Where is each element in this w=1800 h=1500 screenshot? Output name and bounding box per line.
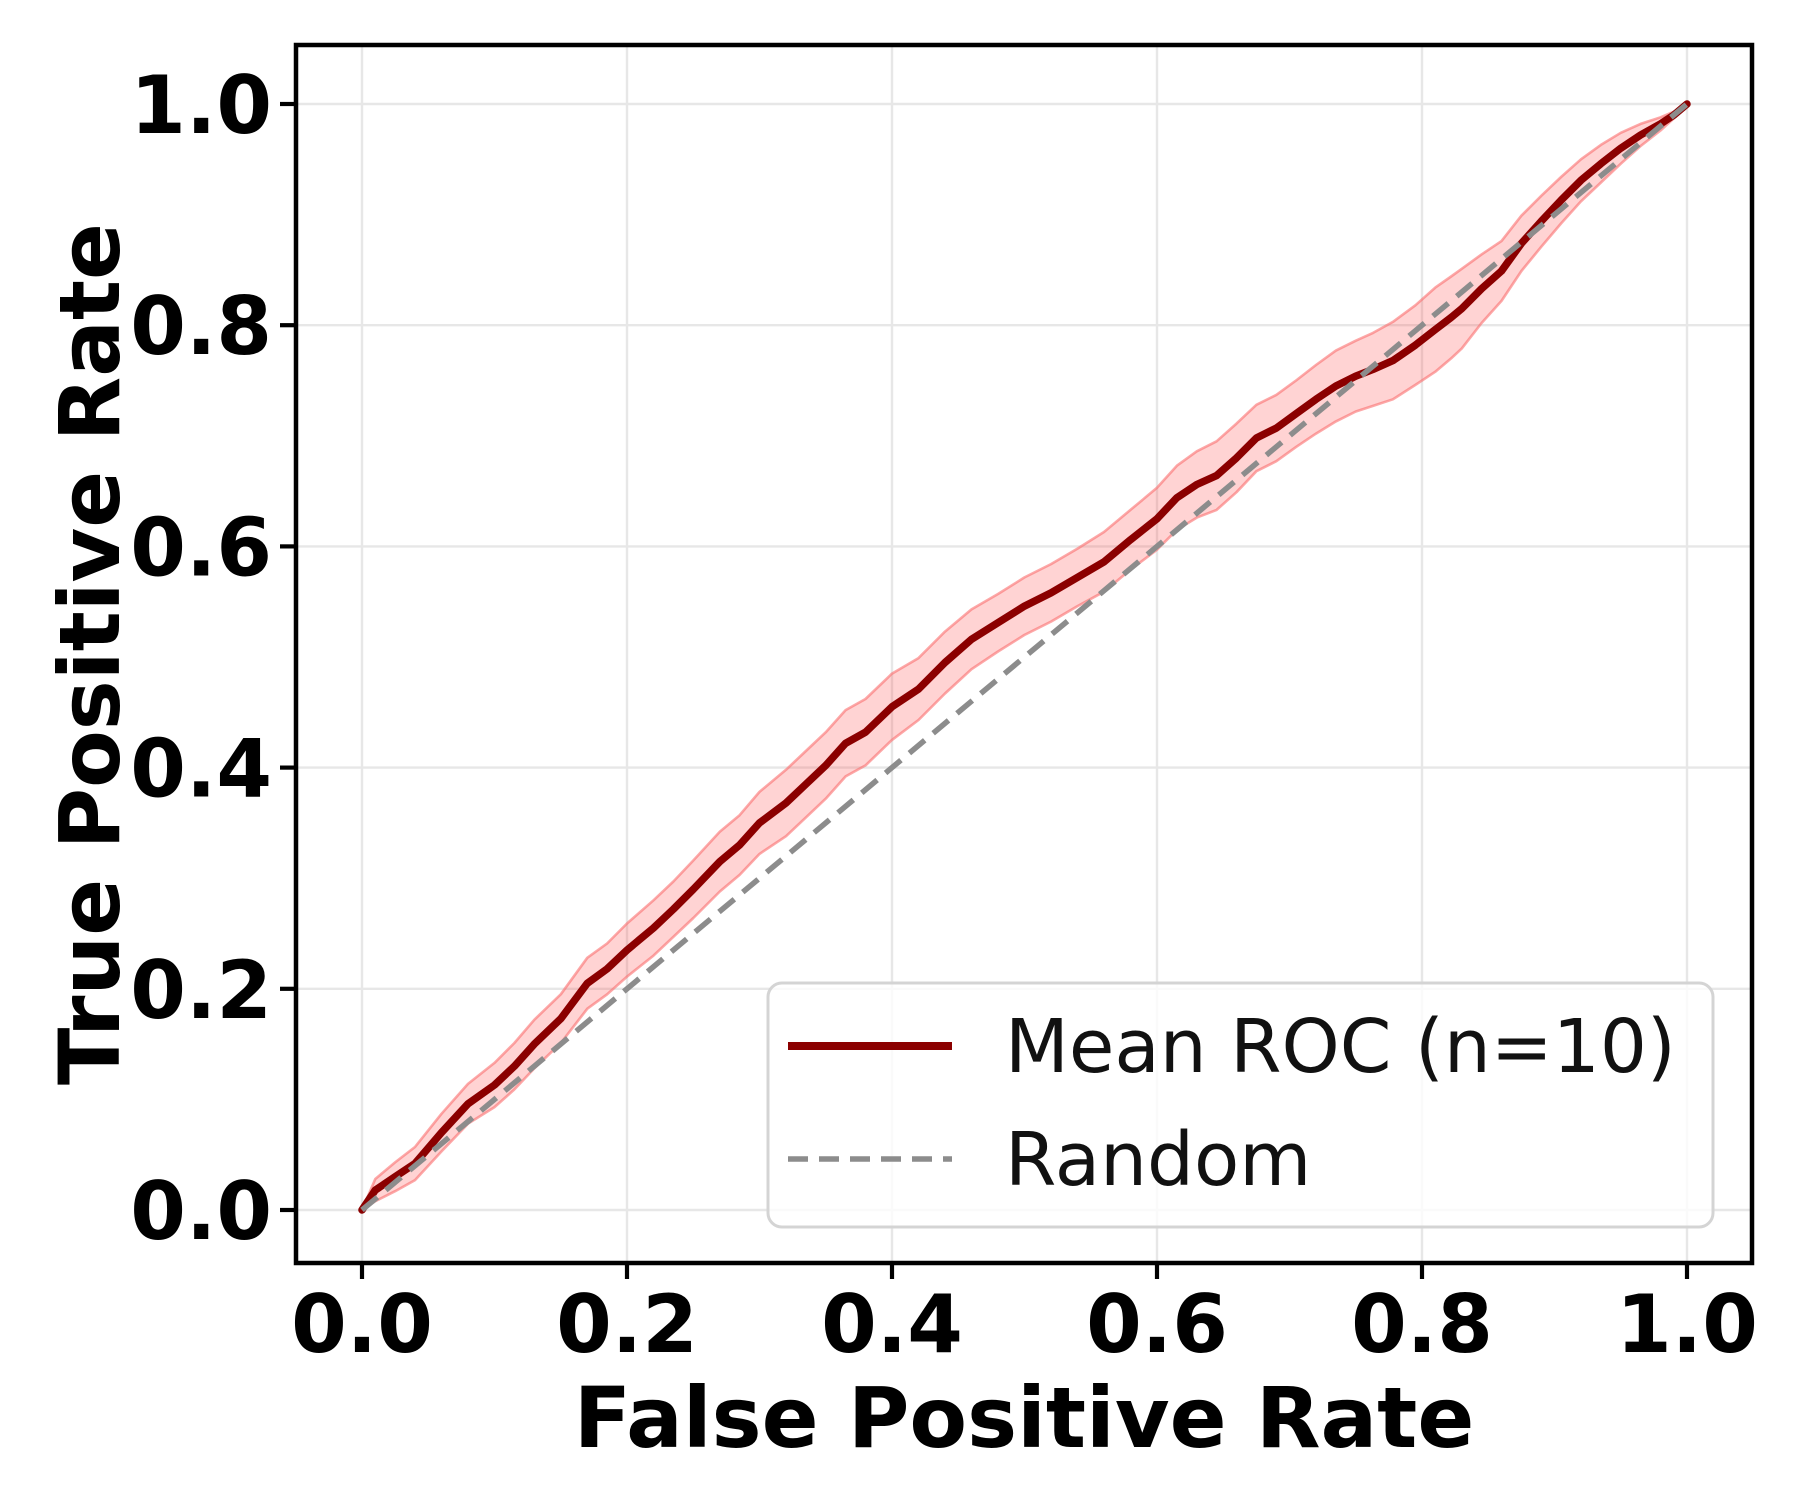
y-tick-label: 0.4 bbox=[130, 723, 272, 816]
band-lower-edge-line bbox=[361, 103, 1688, 1212]
y-tick-label: 0.0 bbox=[130, 1165, 272, 1258]
mean-roc-line bbox=[358, 100, 1691, 1214]
y-tick-label: 0.2 bbox=[130, 944, 272, 1037]
axes-border bbox=[293, 42, 1755, 1266]
legend-box bbox=[766, 981, 1715, 1229]
x-tick-label: 0.8 bbox=[1351, 1278, 1493, 1371]
y-tick-label: 1.0 bbox=[130, 59, 272, 152]
y-axis-label: True Positive Rate bbox=[41, 223, 139, 1085]
tick-marks bbox=[280, 101, 1690, 1279]
band-upper-edge-line bbox=[360, 102, 1688, 1211]
grid bbox=[296, 45, 1752, 1263]
x-tick-label: 0.0 bbox=[291, 1278, 433, 1371]
x-tick-labels: 0.0 0.2 0.4 0.6 0.8 1.0 bbox=[291, 1278, 1758, 1371]
random-diagonal-line bbox=[360, 101, 1689, 1213]
y-tick-label: 0.6 bbox=[130, 501, 272, 594]
x-axis-label: False Positive Rate bbox=[574, 1369, 1475, 1467]
x-tick-label: 1.0 bbox=[1616, 1278, 1758, 1371]
x-tick-label: 0.4 bbox=[821, 1278, 963, 1371]
y-tick-labels: 0.0 0.2 0.4 0.6 0.8 1.0 bbox=[130, 59, 272, 1258]
legend-label-random: Random bbox=[1005, 1117, 1311, 1203]
legend: Mean ROC (n=10) Random bbox=[766, 981, 1715, 1229]
legend-label-mean-roc: Mean ROC (n=10) bbox=[1005, 1004, 1676, 1090]
confidence-band bbox=[362, 104, 1687, 1210]
x-tick-label: 0.6 bbox=[1086, 1278, 1228, 1371]
series-layer bbox=[358, 100, 1691, 1214]
x-tick-label: 0.2 bbox=[556, 1278, 698, 1371]
y-tick-label: 0.8 bbox=[130, 280, 272, 373]
